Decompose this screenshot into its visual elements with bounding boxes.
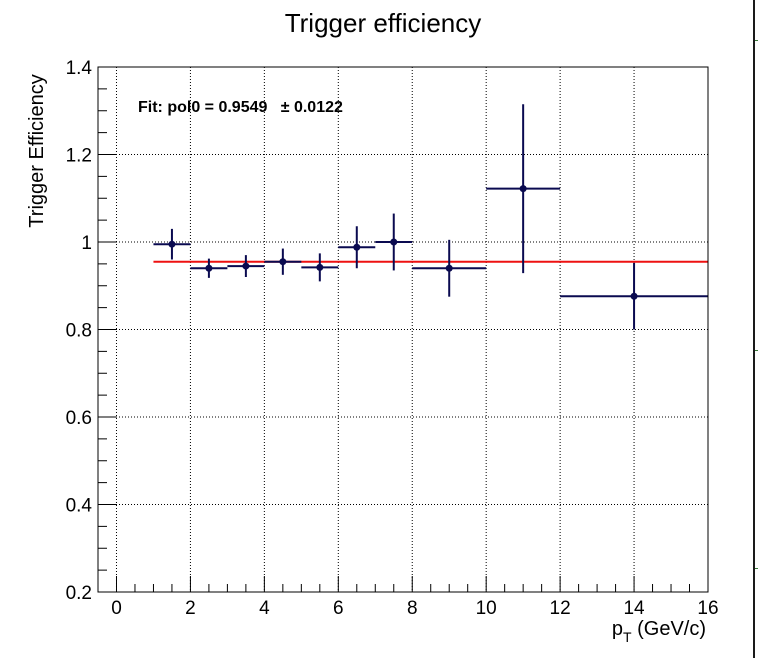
- window-edge-marker: [755, 568, 758, 569]
- chart-title: Trigger efficiency: [285, 8, 482, 38]
- data-marker: [353, 243, 361, 251]
- data-marker: [316, 263, 324, 271]
- y-tick-label: 1: [81, 233, 92, 254]
- data-marker: [242, 262, 250, 270]
- y-tick-label: 0.6: [66, 408, 92, 429]
- data-marker: [390, 238, 398, 246]
- data-point: [560, 263, 708, 330]
- data-point: [338, 226, 376, 269]
- x-axis-label: pT (GeV/c): [612, 618, 706, 645]
- data-point: [412, 239, 487, 297]
- y-tick-label: 0.2: [66, 583, 92, 604]
- data-marker: [279, 258, 287, 266]
- x-tick-label: 14: [623, 598, 645, 619]
- data-marker: [445, 264, 453, 272]
- data-point: [486, 104, 561, 274]
- window-edge-marker: [755, 350, 758, 351]
- data-marker: [519, 185, 527, 193]
- data-point: [227, 255, 265, 277]
- x-tick-label: 8: [407, 598, 418, 619]
- x-axis-label-p: p: [612, 618, 623, 640]
- x-axis-label-units: (GeV/c): [632, 618, 706, 640]
- window-edge-divider: [753, 0, 755, 658]
- x-tick-label: 16: [697, 598, 718, 619]
- y-tick-label: 0.8: [66, 321, 92, 342]
- data-point: [153, 228, 191, 260]
- data-point: [264, 248, 302, 275]
- data-point: [190, 258, 228, 278]
- y-tick-label: 1.4: [66, 58, 93, 79]
- window-edge-marker: [755, 40, 758, 41]
- y-axis-label: Trigger Efficiency: [26, 74, 48, 227]
- x-tick-label: 10: [476, 598, 497, 619]
- grid-lines: [98, 67, 708, 592]
- x-tick-label: 12: [550, 598, 571, 619]
- fit-result-label: Fit: pol0 = 0.9549 ± 0.0122: [138, 99, 343, 116]
- data-point: [301, 253, 339, 282]
- data-marker: [168, 240, 176, 248]
- x-tick-label: 6: [333, 598, 344, 619]
- x-tick-label: 0: [111, 598, 122, 619]
- data-marker: [630, 292, 638, 300]
- x-tick-label: 2: [185, 598, 196, 619]
- data-point: [375, 213, 413, 271]
- x-tick-label: 4: [259, 598, 270, 619]
- data-points-layer: [153, 104, 708, 330]
- axes-ticks: 0 2 4 6 8 10 12 14 16 0.2 0.4 0.6 0.8 1 1.2 1.4: [66, 58, 719, 619]
- x-axis-label-subscript: T: [623, 629, 632, 645]
- y-tick-label: 0.4: [66, 496, 93, 517]
- data-marker: [205, 264, 213, 272]
- y-tick-label: 1.2: [66, 146, 92, 167]
